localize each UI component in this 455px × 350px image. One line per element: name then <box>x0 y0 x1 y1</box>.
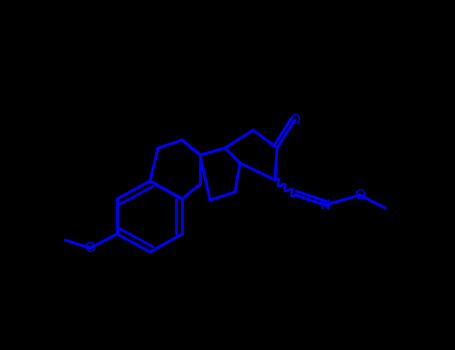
Text: O: O <box>354 188 365 202</box>
Text: O: O <box>85 241 96 255</box>
Text: O: O <box>289 113 300 127</box>
Text: N: N <box>320 198 330 212</box>
